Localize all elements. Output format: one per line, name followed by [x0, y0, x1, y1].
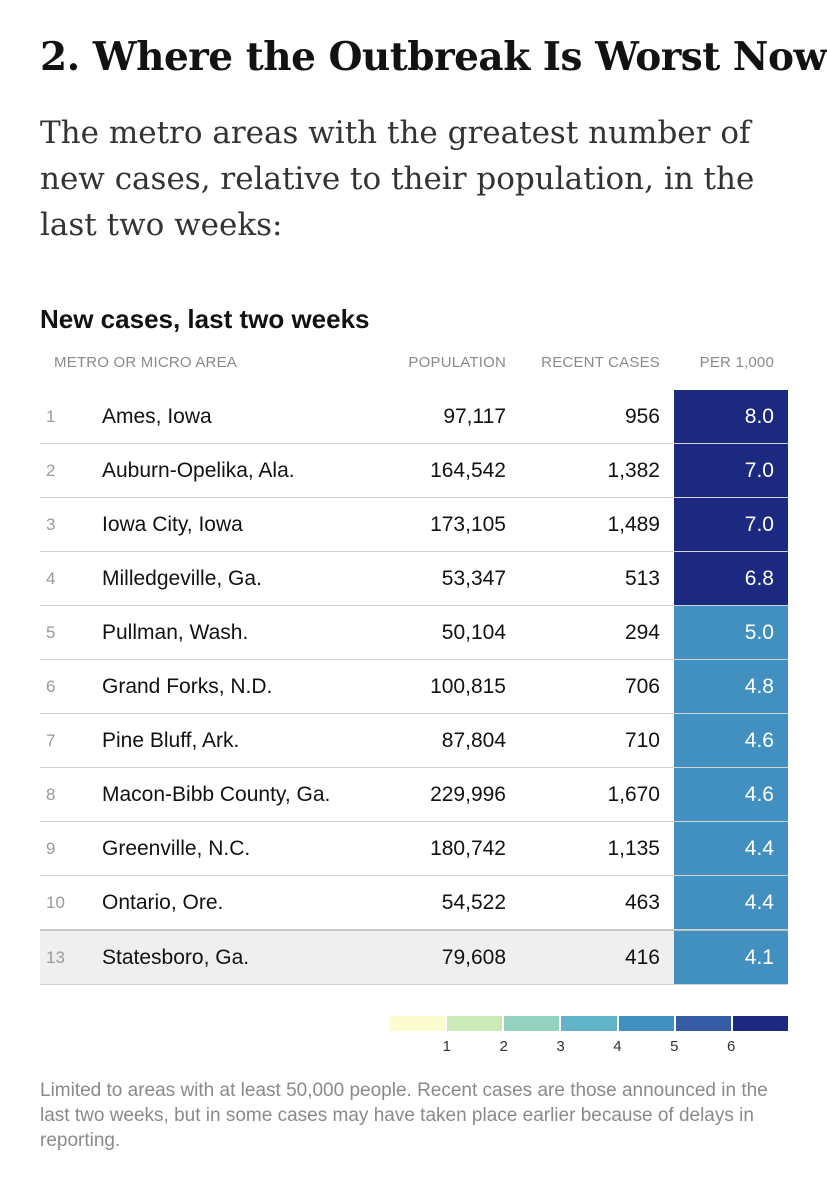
- row-population: 54,522: [441, 891, 506, 914]
- row-population: 164,542: [430, 459, 506, 482]
- legend-tick-label: 5: [670, 1038, 679, 1055]
- row-per-1000: 4.4: [674, 822, 788, 875]
- table-row: 6 Grand Forks, N.D. 100,815 706 4.8: [40, 660, 788, 714]
- row-per-1000: 4.4: [674, 876, 788, 929]
- legend-tick-label: 4: [613, 1038, 622, 1055]
- row-area-name: Grand Forks, N.D.: [102, 675, 273, 698]
- row-population: 53,347: [441, 567, 506, 590]
- row-per-1000: 4.8: [674, 660, 788, 713]
- row-rank: 2: [46, 461, 56, 480]
- legend-swatch: [504, 1016, 560, 1031]
- row-recent-cases: 710: [624, 729, 660, 752]
- legend-swatch: [618, 1016, 674, 1031]
- row-rank: 7: [46, 731, 56, 750]
- row-per-1000: 4.6: [674, 768, 788, 821]
- legend-swatch: [561, 1016, 617, 1031]
- row-recent-cases: 463: [624, 891, 660, 914]
- row-population: 97,117: [443, 405, 506, 428]
- row-rank: 8: [46, 785, 56, 804]
- row-recent-cases: 706: [624, 675, 660, 698]
- column-header-recent-cases: RECENT CASES: [541, 354, 660, 371]
- row-rank: 6: [46, 677, 56, 696]
- row-recent-cases: 513: [624, 567, 660, 590]
- footnote: Limited to areas with at least 50,000 pe…: [40, 1080, 768, 1151]
- row-recent-cases: 294: [624, 621, 660, 644]
- table-row: 7 Pine Bluff, Ark. 87,804 710 4.6: [40, 714, 788, 768]
- color-scale-legend: [390, 1016, 788, 1031]
- row-population: 50,104: [441, 621, 506, 644]
- column-header-per-1000: PER 1,000: [699, 354, 774, 371]
- legend-swatch: [675, 1016, 731, 1031]
- table-row: 4 Milledgeville, Ga. 53,347 513 6.8: [40, 552, 788, 606]
- row-area-name: Pullman, Wash.: [102, 621, 249, 644]
- row-area-name: Ontario, Ore.: [102, 891, 224, 914]
- legend-tick-label: 6: [726, 1038, 736, 1055]
- row-area-name: Iowa City, Iowa: [102, 513, 243, 536]
- table-row: 1 Ames, Iowa 97,117 956 8.0: [40, 390, 788, 444]
- row-per-1000: 7.0: [674, 498, 788, 551]
- table-row: 10 Ontario, Ore. 54,522 463 4.4: [40, 876, 788, 930]
- row-area-name: Milledgeville, Ga.: [102, 567, 262, 590]
- table-row: 3 Iowa City, Iowa 173,105 1,489 7.0: [40, 498, 788, 552]
- row-population: 173,105: [430, 513, 506, 536]
- row-rank: 1: [46, 407, 56, 426]
- row-recent-cases: 1,135: [607, 837, 660, 860]
- row-population: 100,815: [430, 675, 506, 698]
- legend-tick-label: 1: [442, 1038, 452, 1055]
- legend-swatch: [447, 1016, 503, 1031]
- row-per-1000: 7.0: [674, 444, 788, 497]
- row-population: 87,804: [441, 729, 506, 752]
- column-header-area: METRO OR MICRO AREA: [54, 354, 237, 371]
- row-population: 79,608: [441, 946, 506, 969]
- row-per-1000: 8.0: [674, 390, 788, 443]
- row-area-name: Statesboro, Ga.: [102, 946, 250, 969]
- row-recent-cases: 956: [624, 405, 660, 428]
- legend-swatch: [390, 1016, 446, 1031]
- table-row: 13 Statesboro, Ga. 79,608 416 4.1: [40, 930, 788, 985]
- row-per-1000: 4.6: [674, 714, 788, 767]
- table-row: 5 Pullman, Wash. 50,104 294 5.0: [40, 606, 788, 660]
- row-per-1000: 5.0: [674, 606, 788, 659]
- row-rank: 13: [46, 948, 65, 967]
- legend-tick-label: 3: [556, 1038, 565, 1055]
- row-recent-cases: 416: [624, 946, 660, 969]
- row-per-1000: 4.1: [674, 931, 788, 984]
- row-recent-cases: 1,670: [607, 783, 660, 806]
- row-area-name: Macon-Bibb County, Ga.: [102, 783, 331, 806]
- table-row: 8 Macon-Bibb County, Ga. 229,996 1,670 4.6: [40, 768, 788, 822]
- row-area-name: Auburn-Opelika, Ala.: [102, 459, 295, 482]
- row-rank: 5: [46, 623, 56, 642]
- table-body: 1 Ames, Iowa 97,117 956 8.0 2 Auburn-Opelika, …: [40, 390, 788, 985]
- table-title: New cases, last two weeks: [40, 304, 370, 334]
- row-rank: 4: [46, 569, 56, 588]
- row-area-name: Ames, Iowa: [102, 405, 212, 428]
- row-population: 229,996: [430, 783, 506, 806]
- row-recent-cases: 1,489: [607, 513, 660, 536]
- column-header-population: POPULATION: [408, 354, 506, 371]
- dek: The metro areas with the greatest number…: [40, 115, 755, 243]
- row-rank: 10: [46, 893, 65, 912]
- row-recent-cases: 1,382: [607, 459, 660, 482]
- headline: 2. Where the Outbreak Is Worst Now: [40, 34, 827, 80]
- legend-tick-label: 2: [499, 1038, 508, 1055]
- row-area-name: Pine Bluff, Ark.: [102, 729, 240, 752]
- table-row: 9 Greenville, N.C. 180,742 1,135 4.4: [40, 822, 788, 876]
- legend-swatch: [732, 1016, 788, 1031]
- row-population: 180,742: [430, 837, 506, 860]
- row-rank: 9: [46, 839, 56, 858]
- row-rank: 3: [46, 515, 56, 534]
- row-per-1000: 6.8: [674, 552, 788, 605]
- table-row: 2 Auburn-Opelika, Ala. 164,542 1,382 7.0: [40, 444, 788, 498]
- row-area-name: Greenville, N.C.: [102, 837, 251, 860]
